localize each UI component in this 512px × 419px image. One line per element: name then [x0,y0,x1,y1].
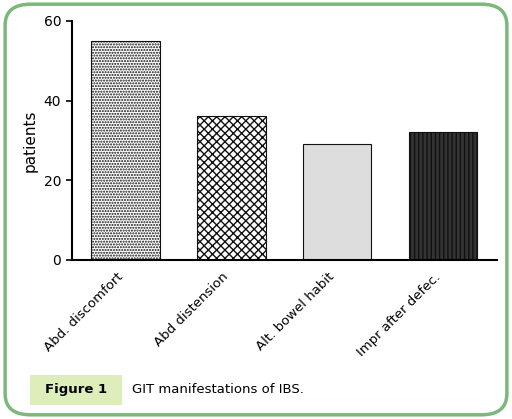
Y-axis label: patients: patients [23,109,38,172]
Bar [91,41,160,260]
Bar [303,145,372,260]
Text: Figure 1: Figure 1 [45,383,108,396]
Bar [409,132,477,260]
Bar [197,116,266,260]
Text: GIT manifestations of IBS.: GIT manifestations of IBS. [132,383,304,396]
FancyBboxPatch shape [30,375,122,405]
